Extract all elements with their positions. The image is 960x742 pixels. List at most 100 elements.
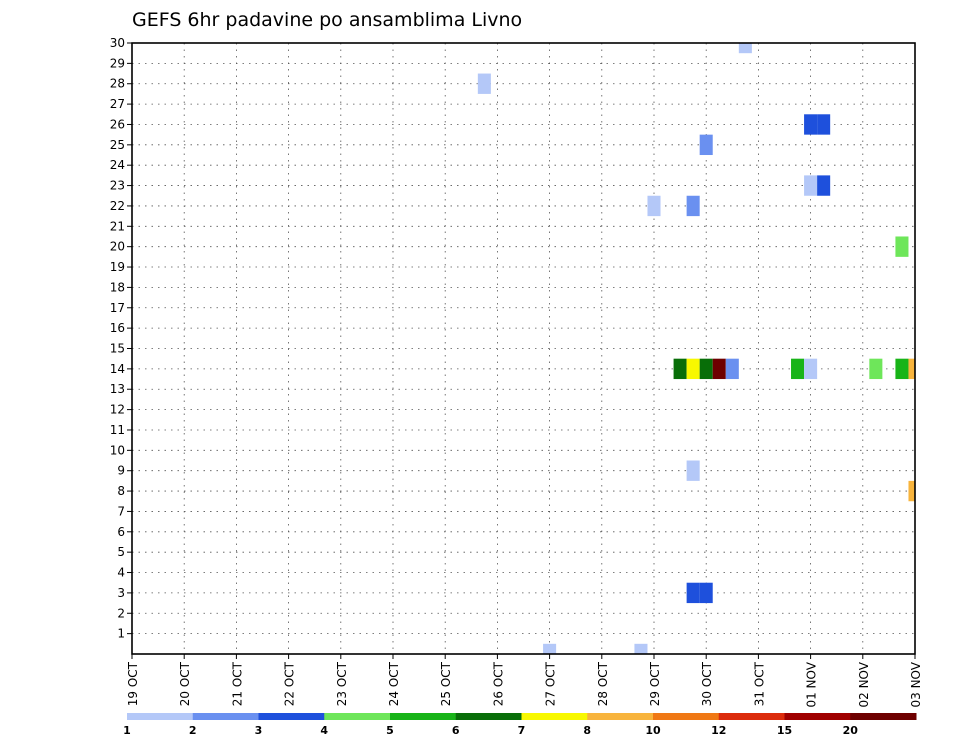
colorbar-swatch — [587, 713, 654, 720]
x-tick-label: 22 OCT — [283, 661, 297, 706]
colorbar-swatch — [784, 713, 851, 720]
colorbar: 1 2 3 4 5 6 7 8 10 12 15 20 — [123, 713, 917, 737]
precip-cell — [673, 358, 687, 380]
colorbar-label: 8 — [583, 724, 591, 737]
x-tick-label: 26 OCT — [491, 661, 505, 706]
precip-cell — [686, 582, 700, 604]
y-tick-label: 26 — [110, 117, 125, 131]
colorbar-label: 5 — [386, 724, 394, 737]
y-tick-label: 15 — [110, 342, 125, 356]
x-tick-label: 31 OCT — [752, 661, 766, 706]
y-tick-label: 4 — [117, 566, 125, 580]
precip-cell — [699, 134, 713, 156]
y-tick-label: 9 — [117, 464, 125, 478]
x-axis: 19 OCT 20 OCT 21 OCT 22 OCT 23 OCT 24 OCT 25 O… — [126, 654, 923, 708]
precip-cell — [791, 358, 805, 380]
precip-cell — [804, 175, 818, 196]
y-tick-label: 23 — [110, 179, 125, 193]
y-tick-label: 10 — [110, 443, 125, 457]
precip-cell — [908, 358, 915, 380]
colorbar-swatch — [850, 713, 917, 720]
colorbar-label: 3 — [255, 724, 263, 737]
y-axis: 1234567891011121314151617181920212223242… — [110, 36, 132, 641]
colorbar-swatch — [521, 713, 588, 720]
y-tick-label: 20 — [110, 240, 125, 254]
precip-cell — [699, 358, 713, 380]
precip-cell — [712, 358, 726, 380]
y-tick-label: 29 — [110, 56, 125, 70]
x-tick-label: 25 OCT — [439, 661, 453, 706]
colorbar-swatch — [258, 713, 325, 720]
y-tick-label: 27 — [110, 97, 125, 111]
y-tick-label: 1 — [117, 627, 125, 641]
x-tick-label: 01 NOV — [805, 661, 819, 707]
precip-cell — [686, 195, 700, 217]
precip-cell — [804, 358, 818, 380]
colorbar-swatch — [653, 713, 720, 720]
precip-cell — [686, 460, 700, 481]
precip-cell — [817, 114, 831, 135]
y-tick-label: 22 — [110, 199, 125, 213]
x-tick-label: 19 OCT — [126, 661, 140, 706]
colorbar-swatch — [192, 713, 259, 720]
colorbar-swatch — [390, 713, 457, 720]
precip-cell — [804, 114, 818, 135]
precip-cell — [699, 582, 713, 604]
colorbar-swatch — [127, 713, 194, 720]
precip-cells — [477, 43, 915, 654]
colorbar-label: 7 — [518, 724, 526, 737]
y-tick-label: 16 — [110, 321, 125, 335]
x-tick-label: 27 OCT — [544, 661, 558, 706]
colorbar-label: 20 — [843, 724, 859, 737]
y-tick-label: 18 — [110, 280, 125, 294]
x-tick-label: 29 OCT — [648, 661, 662, 706]
y-tick-label: 13 — [110, 382, 125, 396]
y-tick-label: 5 — [117, 545, 125, 559]
precip-cell — [738, 43, 752, 54]
y-tick-label: 21 — [110, 219, 125, 233]
x-tick-label: 30 OCT — [700, 661, 714, 706]
y-tick-label: 17 — [110, 301, 125, 315]
y-tick-label: 24 — [110, 158, 125, 172]
y-tick-label: 8 — [117, 484, 125, 498]
x-tick-label: 02 NOV — [857, 661, 871, 707]
colorbar-label: 15 — [777, 724, 792, 737]
chart-title: GEFS 6hr padavine po ansamblima Livno — [132, 9, 522, 31]
colorbar-label: 1 — [123, 724, 131, 737]
y-tick-label: 2 — [117, 606, 125, 620]
precip-cell — [895, 358, 909, 380]
precip-cell — [477, 73, 491, 94]
x-tick-label: 21 OCT — [230, 661, 244, 706]
colorbar-swatch — [455, 713, 522, 720]
precip-cell — [634, 643, 648, 654]
y-tick-label: 19 — [110, 260, 125, 274]
precip-cell — [686, 358, 700, 380]
precip-cell — [647, 195, 661, 217]
y-tick-label: 6 — [117, 525, 125, 539]
colorbar-label: 10 — [645, 724, 661, 737]
precip-cell — [543, 643, 557, 654]
precip-cell — [908, 480, 915, 502]
x-tick-label: 03 NOV — [909, 661, 923, 707]
y-tick-label: 11 — [110, 423, 125, 437]
precip-cell — [817, 175, 831, 196]
colorbar-swatch — [718, 713, 785, 720]
y-tick-label: 14 — [110, 362, 125, 376]
x-tick-label: 23 OCT — [335, 661, 349, 706]
y-tick-label: 28 — [110, 77, 125, 91]
y-tick-label: 25 — [110, 138, 125, 152]
precip-cell — [869, 358, 883, 380]
y-tick-label: 3 — [117, 586, 125, 600]
y-tick-label: 30 — [110, 36, 125, 50]
colorbar-label: 2 — [189, 724, 197, 737]
y-tick-label: 7 — [117, 504, 125, 518]
colorbar-swatch — [324, 713, 391, 720]
precip-cell — [895, 236, 909, 257]
colorbar-label: 4 — [320, 724, 328, 737]
colorbar-label: 6 — [452, 724, 460, 737]
precip-cell — [725, 358, 739, 380]
x-tick-label: 24 OCT — [387, 661, 401, 706]
x-tick-label: 20 OCT — [178, 661, 192, 706]
colorbar-label: 12 — [711, 724, 726, 737]
